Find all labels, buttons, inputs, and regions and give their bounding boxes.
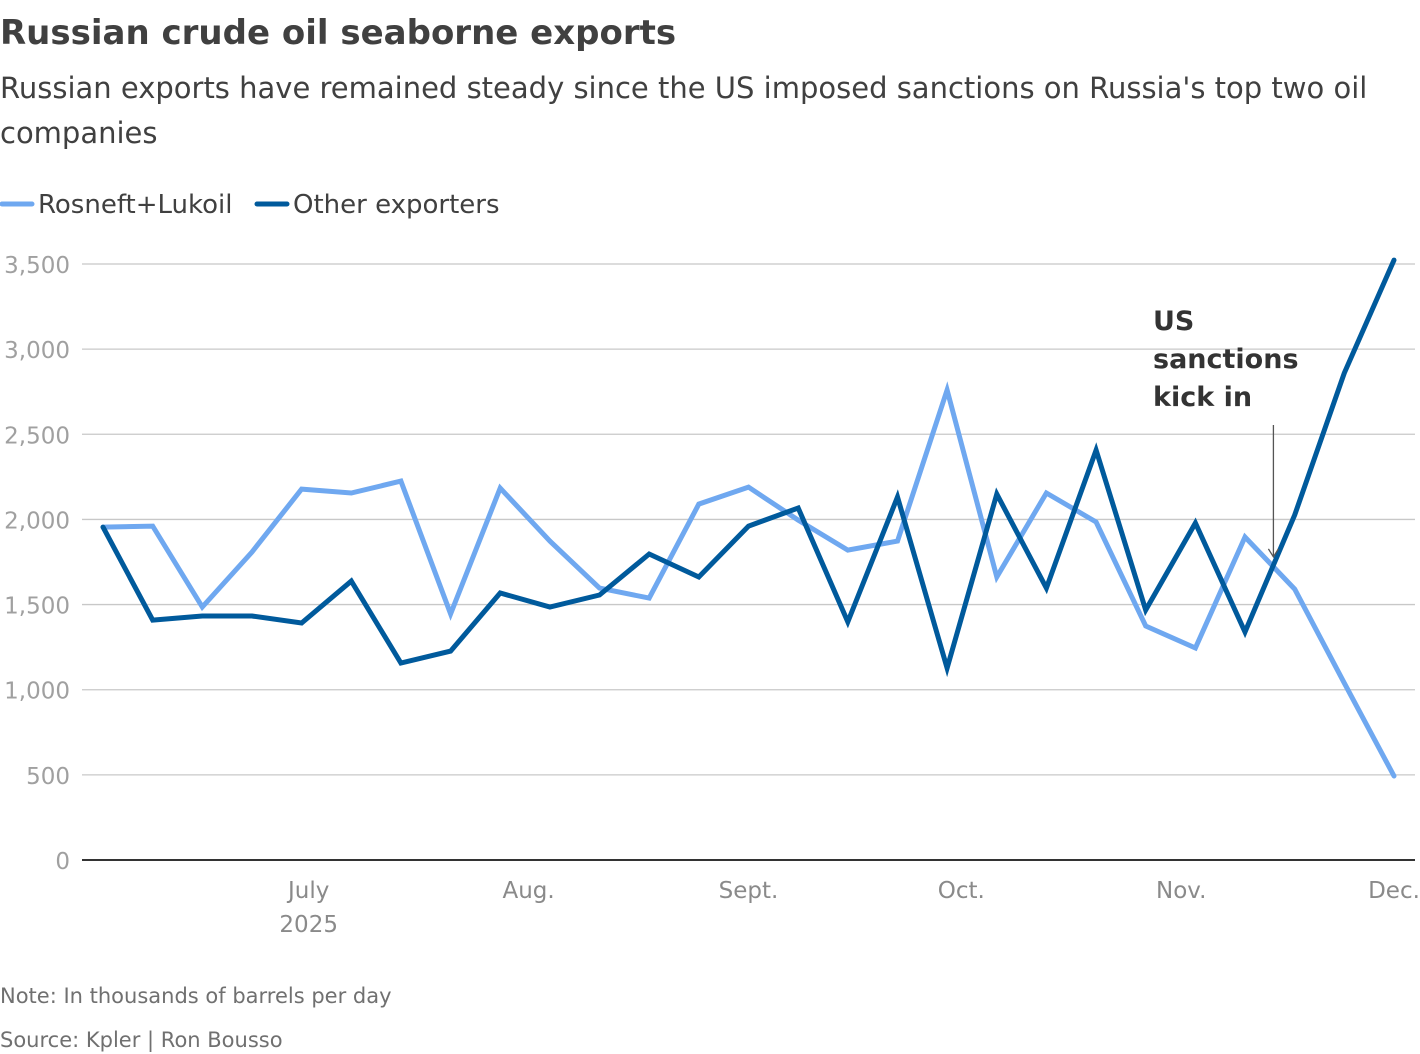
series-lines: [100, 257, 1397, 779]
chart-subtitle-line-1: Russian exports have remained steady sin…: [0, 71, 1367, 105]
annotation-text: kick in: [1153, 382, 1252, 413]
x-tick-label: July: [286, 878, 329, 904]
x-tick-label: Oct.: [938, 878, 985, 904]
y-tick-label: 2,000: [4, 508, 70, 534]
y-tick-label: 0: [55, 849, 70, 875]
y-grid: 0 500 1,000 1,500 2,000 2,500 3,000 3,500: [4, 253, 1415, 875]
chart-note: Note: In thousands of barrels per day: [0, 984, 392, 1008]
series-line-rosneft-lukoil: [100, 381, 1397, 779]
annotation: US sanctions kick in: [1153, 306, 1299, 559]
y-tick-label: 3,000: [4, 338, 70, 364]
x-tick-label: Dec.: [1368, 878, 1420, 904]
series-line-other-exporters: [100, 257, 1397, 678]
chart-subtitle-line-2: companies: [0, 116, 158, 150]
x-tick-sublabel: 2025: [279, 912, 338, 938]
x-tick-label: Aug.: [502, 878, 554, 904]
y-tick-label: 3,500: [4, 253, 70, 279]
legend: Rosneft+Lukoil Other exporters: [0, 190, 500, 220]
x-tick-label: Nov.: [1156, 878, 1206, 904]
annotation-text: sanctions: [1153, 344, 1299, 375]
x-axis: July 2025 Aug. Sept. Oct. Nov. Dec.: [279, 878, 1419, 938]
chart-title: Russian crude oil seaborne exports: [0, 13, 676, 53]
y-tick-label: 1,000: [4, 679, 70, 705]
y-tick-label: 500: [26, 764, 70, 790]
legend-label-other-exporters: Other exporters: [293, 190, 500, 220]
chart-source: Source: Kpler | Ron Bousso: [0, 1028, 283, 1053]
x-tick-label: Sept.: [719, 878, 779, 904]
y-tick-label: 1,500: [4, 594, 70, 620]
arrow-head-icon: [1267, 548, 1279, 559]
annotation-text: US: [1153, 306, 1194, 337]
y-tick-label: 2,500: [4, 423, 70, 449]
legend-label-rosneft-lukoil: Rosneft+Lukoil: [38, 190, 233, 220]
